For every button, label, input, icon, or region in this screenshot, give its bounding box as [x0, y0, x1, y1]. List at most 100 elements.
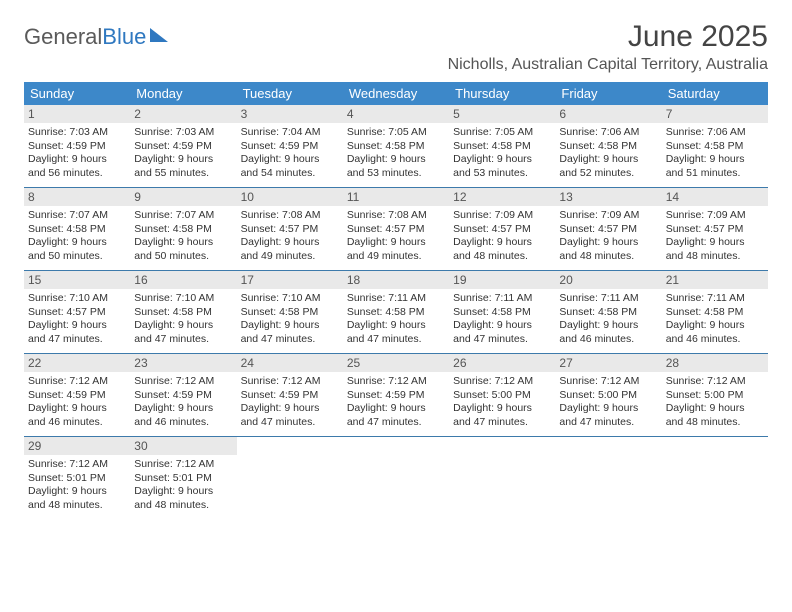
day-info-line: Sunrise: 7:08 AM: [347, 209, 445, 223]
calendar-day: [662, 437, 768, 519]
day-info-line: Daylight: 9 hours: [666, 402, 764, 416]
day-number-empty: [237, 437, 343, 455]
day-info-line: Sunset: 4:59 PM: [347, 389, 445, 403]
weekday-sun: Sunday: [24, 82, 130, 105]
day-info-line: Sunset: 4:57 PM: [559, 223, 657, 237]
calendar-day: [237, 437, 343, 519]
day-info-line: Sunrise: 7:11 AM: [453, 292, 551, 306]
day-info: Sunrise: 7:12 AMSunset: 4:59 PMDaylight:…: [134, 375, 232, 430]
calendar-day: 19 Sunrise: 7:11 AMSunset: 4:58 PMDayligh…: [449, 271, 555, 353]
weekday-mon: Monday: [130, 82, 236, 105]
day-info-line: Sunset: 4:59 PM: [134, 389, 232, 403]
day-number: 7: [662, 105, 768, 123]
day-info-line: and 52 minutes.: [559, 167, 657, 181]
day-info: Sunrise: 7:11 AMSunset: 4:58 PMDaylight:…: [453, 292, 551, 347]
day-info: Sunrise: 7:10 AMSunset: 4:58 PMDaylight:…: [134, 292, 232, 347]
day-info-line: Sunrise: 7:06 AM: [666, 126, 764, 140]
day-info-line: Sunset: 4:58 PM: [134, 306, 232, 320]
day-info-line: Daylight: 9 hours: [241, 236, 339, 250]
day-info-line: Sunset: 5:01 PM: [28, 472, 126, 486]
day-info: Sunrise: 7:10 AMSunset: 4:57 PMDaylight:…: [28, 292, 126, 347]
day-info: Sunrise: 7:12 AMSunset: 5:00 PMDaylight:…: [453, 375, 551, 430]
day-info: Sunrise: 7:08 AMSunset: 4:57 PMDaylight:…: [347, 209, 445, 264]
day-info-line: Sunset: 4:57 PM: [666, 223, 764, 237]
day-info: Sunrise: 7:09 AMSunset: 4:57 PMDaylight:…: [453, 209, 551, 264]
day-info-line: and 48 minutes.: [666, 416, 764, 430]
day-number: 6: [555, 105, 661, 123]
day-info-line: Sunset: 4:57 PM: [28, 306, 126, 320]
day-info-line: and 56 minutes.: [28, 167, 126, 181]
logo-triangle-icon: [150, 28, 168, 42]
day-info-line: and 54 minutes.: [241, 167, 339, 181]
day-info-line: Sunrise: 7:12 AM: [134, 458, 232, 472]
day-info: Sunrise: 7:06 AMSunset: 4:58 PMDaylight:…: [666, 126, 764, 181]
day-info-line: Sunset: 4:58 PM: [347, 140, 445, 154]
day-info-line: Daylight: 9 hours: [134, 236, 232, 250]
calendar-day: 18Sunrise: 7:11 AMSunset: 4:58 PMDayligh…: [343, 271, 449, 353]
day-info: Sunrise: 7:11 AMSunset: 4:58 PMDaylight:…: [347, 292, 445, 347]
day-info-line: and 47 minutes.: [347, 416, 445, 430]
logo-part2: Blue: [102, 24, 146, 49]
day-info-line: Sunrise: 7:12 AM: [559, 375, 657, 389]
day-info-line: and 49 minutes.: [241, 250, 339, 264]
day-number: 10: [237, 188, 343, 206]
day-info-line: and 47 minutes.: [559, 416, 657, 430]
day-number: 2: [130, 105, 236, 123]
day-info-line: Sunset: 4:58 PM: [559, 306, 657, 320]
day-info-line: Daylight: 9 hours: [559, 153, 657, 167]
calendar-day: 14Sunrise: 7:09 AMSunset: 4:57 PMDayligh…: [662, 188, 768, 270]
day-info-line: and 53 minutes.: [453, 167, 551, 181]
day-info-line: and 48 minutes.: [559, 250, 657, 264]
calendar-day: 26 Sunrise: 7:12 AMSunset: 5:00 PMDayligh…: [449, 354, 555, 436]
day-info-line: Sunset: 5:00 PM: [666, 389, 764, 403]
logo: GeneralBlue: [24, 24, 168, 50]
calendar: Sunday Monday Tuesday Wednesday Thursday…: [24, 82, 768, 519]
day-number: 15: [24, 271, 130, 289]
day-info-line: Daylight: 9 hours: [28, 319, 126, 333]
day-info-line: Daylight: 9 hours: [134, 485, 232, 499]
calendar-day: 5Sunrise: 7:05 AMSunset: 4:58 PMDaylight…: [449, 105, 555, 187]
day-info-line: and 48 minutes.: [28, 499, 126, 513]
calendar-day: 15 Sunrise: 7:10 AMSunset: 4:57 PMDayligh…: [24, 271, 130, 353]
day-number: 11: [343, 188, 449, 206]
day-info-line: and 47 minutes.: [241, 333, 339, 347]
calendar-day: 17Sunrise: 7:10 AMSunset: 4:58 PMDayligh…: [237, 271, 343, 353]
day-number: 19: [449, 271, 555, 289]
day-info-line: Sunrise: 7:08 AM: [241, 209, 339, 223]
day-info-line: Daylight: 9 hours: [559, 402, 657, 416]
calendar-day: 3Sunrise: 7:04 AMSunset: 4:59 PMDaylight…: [237, 105, 343, 187]
calendar-day: 12 Sunrise: 7:09 AMSunset: 4:57 PMDayligh…: [449, 188, 555, 270]
location-text: Nicholls, Australian Capital Territory, …: [448, 56, 768, 74]
day-info: Sunrise: 7:06 AMSunset: 4:58 PMDaylight:…: [559, 126, 657, 181]
day-info-line: Sunset: 4:59 PM: [28, 389, 126, 403]
day-number: 12: [449, 188, 555, 206]
day-info-line: and 55 minutes.: [134, 167, 232, 181]
day-info-line: Daylight: 9 hours: [28, 236, 126, 250]
day-info-line: Daylight: 9 hours: [453, 236, 551, 250]
day-number: 21: [662, 271, 768, 289]
day-info-line: Sunrise: 7:12 AM: [28, 458, 126, 472]
day-info-line: Sunset: 4:59 PM: [28, 140, 126, 154]
calendar-day: 2 Sunrise: 7:03 AMSunset: 4:59 PMDaylight…: [130, 105, 236, 187]
day-info-line: Sunrise: 7:10 AM: [134, 292, 232, 306]
day-info-line: Sunrise: 7:12 AM: [28, 375, 126, 389]
day-number: 26: [449, 354, 555, 372]
calendar-day: 4Sunrise: 7:05 AMSunset: 4:58 PMDaylight…: [343, 105, 449, 187]
day-info-line: Daylight: 9 hours: [347, 319, 445, 333]
day-number: 28: [662, 354, 768, 372]
day-info-line: Sunset: 4:58 PM: [134, 223, 232, 237]
day-info-line: Sunrise: 7:05 AM: [347, 126, 445, 140]
day-info-line: Daylight: 9 hours: [241, 153, 339, 167]
weekday-thu: Thursday: [449, 82, 555, 105]
day-number: 9: [130, 188, 236, 206]
day-info-line: Sunset: 4:58 PM: [28, 223, 126, 237]
day-number: 14: [662, 188, 768, 206]
day-info: Sunrise: 7:12 AMSunset: 5:00 PMDaylight:…: [559, 375, 657, 430]
day-info: Sunrise: 7:12 AMSunset: 4:59 PMDaylight:…: [241, 375, 339, 430]
day-info-line: Daylight: 9 hours: [347, 402, 445, 416]
calendar-day: 9Sunrise: 7:07 AMSunset: 4:58 PMDaylight…: [130, 188, 236, 270]
day-info-line: Sunrise: 7:03 AM: [28, 126, 126, 140]
day-info: Sunrise: 7:03 AMSunset: 4:59 PMDaylight:…: [134, 126, 232, 181]
day-info: Sunrise: 7:12 AMSunset: 5:00 PMDaylight:…: [666, 375, 764, 430]
day-info-line: and 48 minutes.: [666, 250, 764, 264]
